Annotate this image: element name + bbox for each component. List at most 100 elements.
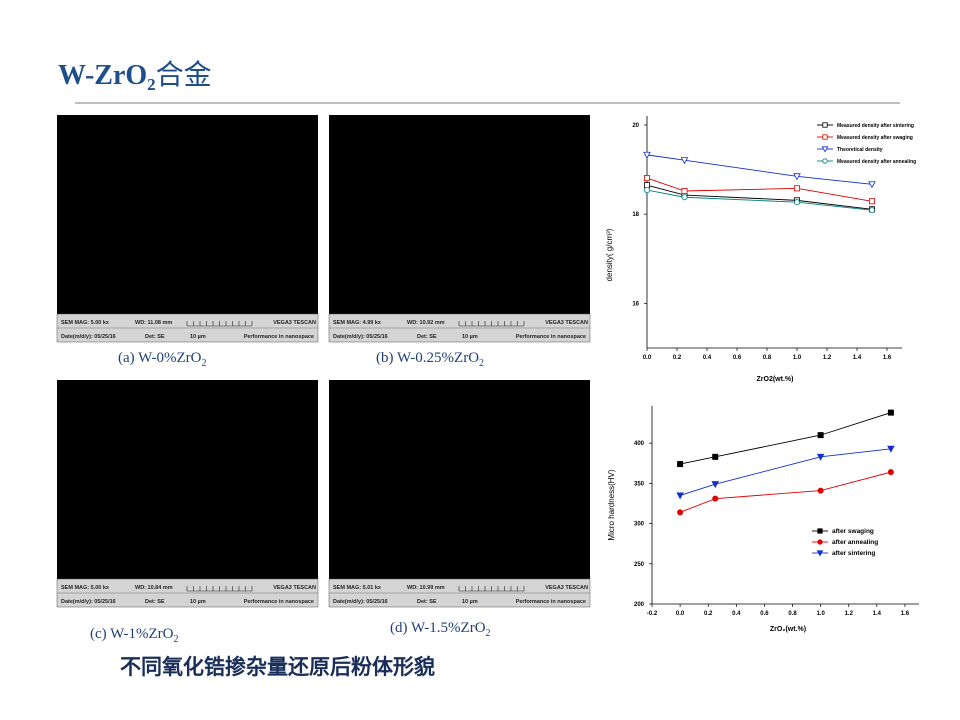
y-tick-label: 16 <box>632 301 639 307</box>
sem-image: SEM MAG: 5.01 kx WD: 10.99 mm VEGA3 TESCAN… <box>328 380 591 608</box>
sem-info-text: Det: SE <box>145 334 165 340</box>
marker <box>681 188 688 195</box>
y-tick-label: 20 <box>632 123 639 129</box>
image-caption: (c) W-1%ZrO2 <box>90 626 178 645</box>
marker <box>677 509 684 516</box>
sem-info-text: 10 µm <box>462 599 478 605</box>
marker <box>817 432 824 439</box>
x-tick-label: -0.2 <box>647 611 658 617</box>
sem-texture <box>57 380 318 579</box>
x-tick-label: 0.8 <box>788 611 797 617</box>
marker <box>822 122 828 128</box>
marker <box>821 146 829 153</box>
sem-info-text: SEM MAG: 4.99 kx <box>333 320 382 326</box>
legend-label: after annealing <box>832 539 878 546</box>
sem-info-text: Performance in nanospace <box>244 599 314 605</box>
y-tick-label: 350 <box>634 481 645 487</box>
series-line <box>679 471 892 513</box>
sem-info-text: Det: SE <box>145 599 165 605</box>
marker <box>887 445 895 453</box>
sem-info-text: Det: SE <box>417 599 437 605</box>
x-tick-label: 0.0 <box>676 611 685 617</box>
x-tick-label: 0.6 <box>733 355 742 361</box>
marker <box>643 151 651 159</box>
y-tick-label: 300 <box>634 522 645 528</box>
x-tick-label: 1.6 <box>901 611 910 617</box>
x-tick-label: 1.2 <box>823 355 832 361</box>
x-tick-label: 0.6 <box>760 611 769 617</box>
sem-info-text: Date(m/d/y): 05/25/16 <box>61 599 116 605</box>
marker <box>644 182 651 189</box>
sem-info-text: VEGA3 TESCAN <box>545 585 588 591</box>
marker <box>817 539 823 545</box>
caption-text: (d) W-1.5%ZrO <box>390 620 486 636</box>
y-axis-label: Micro hardness(HV) <box>607 469 616 540</box>
x-tick-label: 0.4 <box>703 355 712 361</box>
sem-image: SEM MAG: 5.00 kx WD: 11.08 mm VEGA3 TESCAN… <box>56 115 319 343</box>
caption-text: (c) W-1%ZrO <box>90 626 174 642</box>
sem-info-text: Date(m/d/y): 05/25/16 <box>333 599 388 605</box>
title-subscript: 2 <box>147 75 156 94</box>
legend-label: Measured density after sintering <box>837 123 914 129</box>
sem-info-text: Performance in nanospace <box>516 334 586 340</box>
sem-info-text: WD: 11.08 mm <box>135 320 172 326</box>
sem-info-text: Date(m/d/y): 05/25/16 <box>333 334 388 340</box>
x-tick-label: 1.4 <box>853 355 862 361</box>
marker <box>887 469 894 476</box>
sem-info-text: Performance in nanospace <box>244 334 314 340</box>
sem-info-text: VEGA3 TESCAN <box>273 320 316 326</box>
y-tick-label: 18 <box>632 212 639 218</box>
sem-image: SEM MAG: 5.00 kx WD: 10.84 mm VEGA3 TESCAN… <box>56 380 319 608</box>
marker <box>677 461 684 468</box>
x-axis-label: ZrO₂(wt.%) <box>770 626 806 633</box>
sem-info-text: Det: SE <box>417 334 437 340</box>
sem-info-text: WD: 10.92 mm <box>407 320 445 326</box>
y-tick-label: 200 <box>634 602 645 608</box>
x-tick-label: 0.2 <box>673 355 682 361</box>
series-line <box>646 177 873 202</box>
sem-info-text: SEM MAG: 5.00 kx <box>61 585 110 591</box>
sem-info-text: VEGA3 TESCAN <box>545 320 588 326</box>
marker <box>817 487 824 494</box>
marker <box>676 492 684 500</box>
sem-info-text: VEGA3 TESCAN <box>273 585 316 591</box>
series-line <box>646 154 873 185</box>
chart: -0.2 0.0 0.2 0.4 0.6 0.8 1.0 1.2 1.4 1.6 200 250 300… <box>607 406 919 633</box>
y-axis-label: density( g/cm³) <box>605 228 614 281</box>
marker <box>711 481 720 489</box>
caption-text: (a) W-0%ZrO <box>118 350 202 366</box>
marker <box>712 453 719 460</box>
sem-info-text: Performance in nanospace <box>516 599 586 605</box>
x-tick-label: 1.0 <box>793 355 802 361</box>
title-text: W-ZrO <box>58 60 147 91</box>
sem-info-text: WD: 10.84 mm <box>135 585 173 591</box>
marker <box>793 173 801 181</box>
marker <box>869 198 876 205</box>
y-tick-label: 250 <box>634 562 645 568</box>
marker <box>822 158 828 164</box>
series-line <box>646 189 873 211</box>
marker <box>712 495 719 502</box>
legend-label: Measured density after annealing <box>837 159 916 165</box>
slide-title: W-ZrO2合金 <box>58 59 212 94</box>
sem-info-text: 10 µm <box>190 334 206 340</box>
sem-info-text: SEM MAG: 5.01 kx <box>333 585 382 591</box>
sem-image: SEM MAG: 4.99 kx WD: 10.92 mm VEGA3 TESCAN… <box>328 115 591 343</box>
x-tick-label: 0.2 <box>704 611 713 617</box>
marker <box>681 194 688 201</box>
x-tick-label: 1.6 <box>883 355 892 361</box>
image-caption: (a) W-0%ZrO2 <box>118 350 206 369</box>
caption-subscript: 2 <box>201 358 206 369</box>
marker <box>816 453 825 461</box>
x-tick-label: 0.0 <box>643 355 652 361</box>
marker <box>644 175 651 182</box>
marker <box>868 181 876 189</box>
sem-info-text: 10 µm <box>190 599 206 605</box>
caption-subscript: 2 <box>486 628 491 639</box>
marker <box>869 207 876 214</box>
legend-label: Measured density after swaging <box>837 135 913 141</box>
sem-texture <box>329 115 590 314</box>
chart: 0.0 0.2 0.4 0.6 0.8 1.0 1.2 1.4 1.6 16 18 20 ZrO2(wt… <box>605 116 916 383</box>
image-caption: (b) W-0.25%ZrO2 <box>376 350 484 369</box>
